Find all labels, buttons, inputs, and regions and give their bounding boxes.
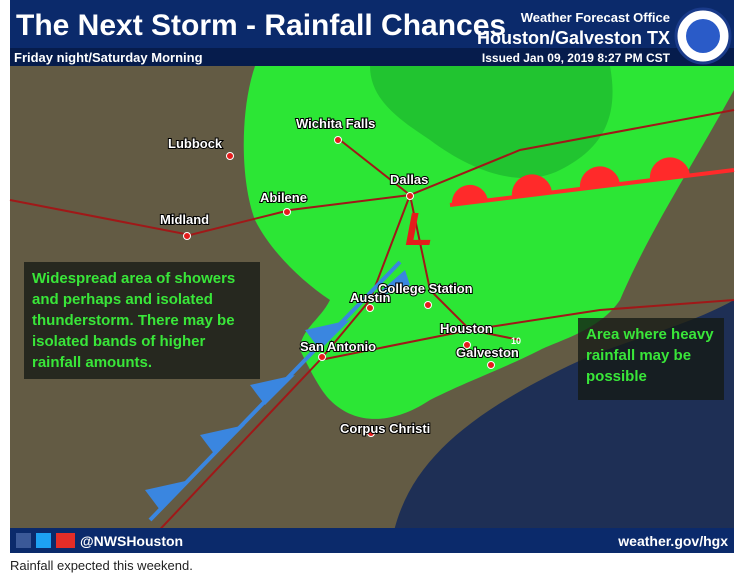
city-label: Corpus Christi — [340, 421, 430, 436]
annotation: Widespread area of showers and perhaps a… — [24, 262, 260, 379]
warm-front-semicircles — [451, 157, 690, 205]
city-label: Austin — [350, 290, 391, 305]
header-bar — [10, 0, 734, 48]
city-label: Midland — [160, 212, 209, 227]
cold-front-triangles — [145, 270, 410, 510]
city-dot — [487, 361, 495, 369]
city-label: San Antonio — [300, 339, 376, 354]
city-dot — [318, 353, 326, 361]
city-label: Houston — [440, 321, 493, 336]
facebook-icon[interactable] — [16, 533, 31, 548]
interstate: 10 — [511, 336, 521, 346]
office: Weather Forecast Office — [521, 10, 670, 25]
footer-bar — [10, 528, 734, 553]
twitter-icon[interactable] — [36, 533, 51, 548]
city-dot — [283, 208, 291, 216]
subtitle-bar — [10, 48, 734, 66]
youtube-icon[interactable] — [56, 533, 75, 548]
city-dot — [424, 301, 432, 309]
cities: Lubbock Wichita Falls Dallas Abilene Midland… — [159, 115, 520, 437]
rain-area — [243, 66, 734, 419]
city-dot — [183, 232, 191, 240]
city-dot — [406, 192, 414, 200]
city-dot — [226, 152, 234, 160]
low-symbol: L — [405, 203, 433, 255]
city-dot — [367, 429, 375, 437]
issued: Issued Jan 09, 2019 8:27 PM CST — [482, 51, 671, 65]
subtitle: Friday night/Saturday Morning — [14, 50, 203, 65]
city-dot — [366, 304, 374, 312]
heavy-rain-area — [370, 66, 613, 179]
city-label: Abilene — [260, 190, 307, 205]
nws-logo-inner — [686, 19, 720, 53]
caption: Rainfall expected this weekend. — [10, 558, 193, 573]
annotation: Area where heavy rainfall may be possibl… — [578, 318, 724, 400]
roads — [9, 109, 735, 541]
title: The Next Storm - Rainfall Chances — [16, 9, 506, 42]
footer-url: weather.gov/hgx — [617, 533, 728, 549]
footer-handle: @NWSHouston — [80, 533, 183, 549]
office-location: Houston/Galveston TX — [477, 28, 670, 48]
city-label: Dallas — [390, 172, 428, 187]
city-label: College Station — [378, 281, 473, 296]
city-label: Lubbock — [168, 136, 223, 151]
city-label: Galveston — [456, 345, 519, 360]
city-dot — [463, 341, 471, 349]
city-dot — [334, 136, 342, 144]
city-label: Wichita Falls — [296, 116, 375, 131]
